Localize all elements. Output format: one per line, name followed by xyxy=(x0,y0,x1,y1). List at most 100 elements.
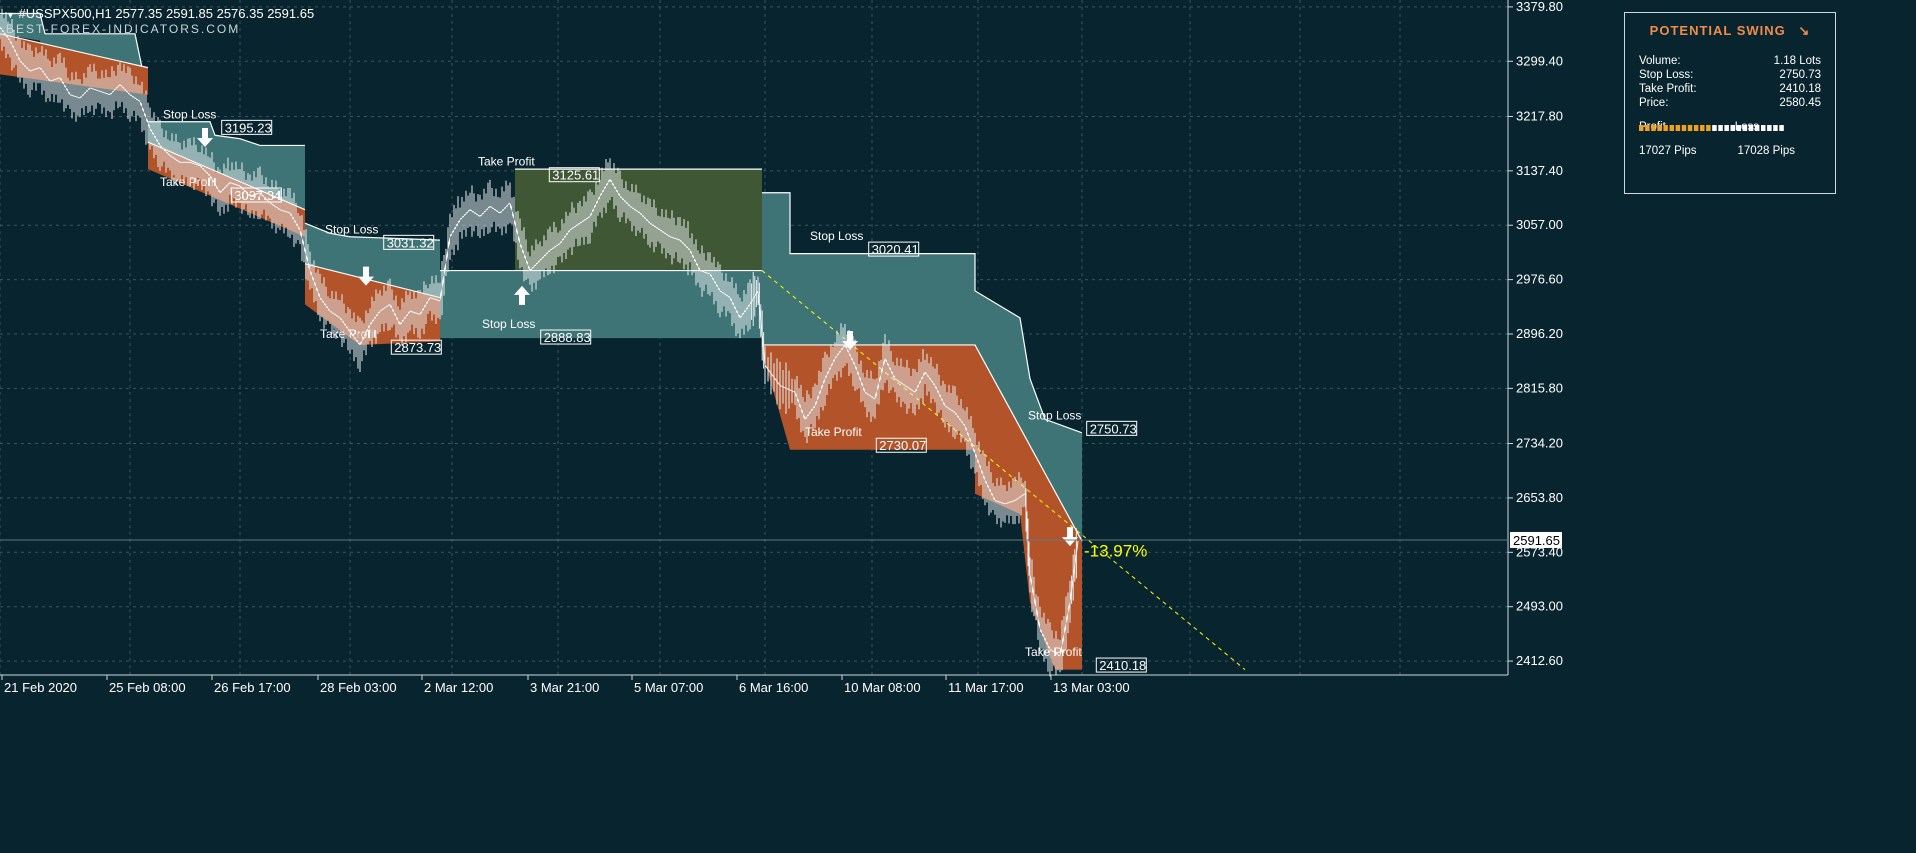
level-value-box xyxy=(1095,657,1147,673)
zone-tp_sell xyxy=(762,344,1082,670)
x-tick-label: 25 Feb 08:00 xyxy=(109,680,186,695)
x-tick-label: 10 Mar 08:00 xyxy=(844,680,921,695)
level-label: Stop Loss xyxy=(325,222,378,236)
y-tick-label: 2412.60 xyxy=(1516,653,1563,668)
level-value: 2730.07 xyxy=(879,438,926,453)
level-value-box xyxy=(383,234,435,250)
progress-segment xyxy=(1675,125,1681,131)
zone-stop xyxy=(762,192,1082,542)
zone-stop xyxy=(305,223,440,298)
volume-value: 1.18 Lots xyxy=(1773,55,1821,67)
dropdown-triangle-icon[interactable]: ▼ xyxy=(6,10,15,20)
symbol-header: ▼ #USSPX500,H1 2577.35 2591.85 2576.35 2… xyxy=(6,6,314,21)
level-label: Take Profit xyxy=(1025,645,1082,659)
y-tick-label: 2734.20 xyxy=(1516,436,1563,451)
x-tick-label: 5 Mar 07:00 xyxy=(634,680,703,695)
level-value: 3097.34 xyxy=(234,188,281,203)
progress-segment xyxy=(1700,125,1705,131)
panel-title: POTENTIAL SWING ↘ xyxy=(1625,23,1835,39)
progress-segment xyxy=(1712,125,1717,131)
progress-segment xyxy=(1736,125,1742,131)
progress-segment xyxy=(1767,125,1772,131)
progress-segment xyxy=(1693,125,1699,131)
level-value: 3020.41 xyxy=(872,242,919,257)
buy-arrow-icon xyxy=(514,285,530,305)
sell-arrow-icon xyxy=(358,266,374,286)
level-value-box xyxy=(875,437,927,453)
take-profit-row: Take Profit: 2410.18 xyxy=(1639,83,1821,95)
level-value: 3031.32 xyxy=(387,235,434,250)
level-value-box xyxy=(221,119,273,135)
level-label: Stop Loss xyxy=(163,107,216,121)
level-value-box xyxy=(868,241,920,257)
panel-title-text: POTENTIAL SWING xyxy=(1649,23,1786,38)
loss-pips: 17028 Pips xyxy=(1737,145,1795,157)
progress-segment xyxy=(1779,125,1784,131)
x-tick-label: 21 Feb 2020 xyxy=(4,680,77,695)
level-value: 2750.73 xyxy=(1090,421,1137,436)
stop-loss-value: 2750.73 xyxy=(1779,69,1821,81)
price-label: Price: xyxy=(1639,97,1669,109)
y-tick-label: 3137.40 xyxy=(1516,163,1563,178)
level-label: Take Profit xyxy=(160,175,217,189)
y-tick-label: 2573.40 xyxy=(1516,544,1563,559)
y-tick-label: 2815.80 xyxy=(1516,380,1563,395)
sell-arrow-icon xyxy=(842,330,858,350)
level-label: Take Profit xyxy=(805,425,862,439)
sell-arrow-icon xyxy=(197,128,213,148)
progress-segment xyxy=(1639,125,1644,131)
level-value: 2888.83 xyxy=(544,330,591,345)
x-tick-label: 26 Feb 17:00 xyxy=(214,680,291,695)
progress-segment xyxy=(1657,125,1662,131)
x-tick-label: 28 Feb 03:00 xyxy=(320,680,397,695)
profit-pips: 17027 Pips xyxy=(1639,145,1697,157)
symbol-quote: #USSPX500,H1 2577.35 2591.85 2576.35 259… xyxy=(18,6,315,21)
level-value-box xyxy=(548,167,600,183)
pips-row: 17027 Pips 17028 Pips xyxy=(1639,145,1821,157)
progress-segment xyxy=(1669,125,1674,131)
zone-edge xyxy=(762,344,1083,542)
current-price-value: 2591.65 xyxy=(1513,533,1560,548)
level-value-box xyxy=(390,339,442,355)
progress-segment xyxy=(1681,125,1687,131)
stop-loss-label: Stop Loss: xyxy=(1639,69,1694,81)
progress-segment xyxy=(1706,125,1711,131)
x-tick-label: 3 Mar 21:00 xyxy=(530,680,599,695)
progress-segment xyxy=(1663,125,1668,131)
progress-segment xyxy=(1742,125,1748,131)
y-tick-label: 2976.60 xyxy=(1516,272,1563,287)
profit-loss-progress xyxy=(1639,125,1784,131)
x-tick-label: 6 Mar 16:00 xyxy=(739,680,808,695)
progress-segment xyxy=(1724,125,1729,131)
y-tick-label: 3057.00 xyxy=(1516,217,1563,232)
level-value-box xyxy=(230,187,282,203)
zone-edge xyxy=(304,222,441,241)
level-label: Stop Loss xyxy=(482,317,535,331)
y-tick-label: 3379.80 xyxy=(1516,0,1563,14)
progress-segment xyxy=(1730,125,1735,131)
level-value: 3195.23 xyxy=(225,120,272,135)
progress-segment xyxy=(1645,125,1650,131)
y-tick-label: 3299.40 xyxy=(1516,53,1563,68)
zone-edge xyxy=(0,33,149,69)
progress-segment xyxy=(1773,125,1778,131)
level-value: 2873.73 xyxy=(394,340,441,355)
sell-arrow-icon xyxy=(1062,527,1078,547)
percent-change: -13.97% xyxy=(1084,542,1147,561)
level-value-box xyxy=(1086,420,1138,436)
level-value-box xyxy=(540,329,592,345)
level-value: 3125.61 xyxy=(552,168,599,183)
progress-segment xyxy=(1651,125,1656,131)
zone-stop xyxy=(0,13,148,68)
y-tick-label: 3217.80 xyxy=(1516,108,1563,123)
level-label: Take Profit xyxy=(320,327,377,341)
zone-edge xyxy=(148,121,305,147)
volume-row: Volume: 1.18 Lots xyxy=(1639,55,1821,67)
stop-loss-row: Stop Loss: 2750.73 xyxy=(1639,69,1821,81)
x-tick-label: 2 Mar 12:00 xyxy=(424,680,493,695)
take-profit-label: Take Profit: xyxy=(1639,83,1697,95)
level-label: Take Profit xyxy=(478,155,535,169)
y-tick-label: 2653.80 xyxy=(1516,490,1563,505)
progress-segment xyxy=(1718,125,1723,131)
